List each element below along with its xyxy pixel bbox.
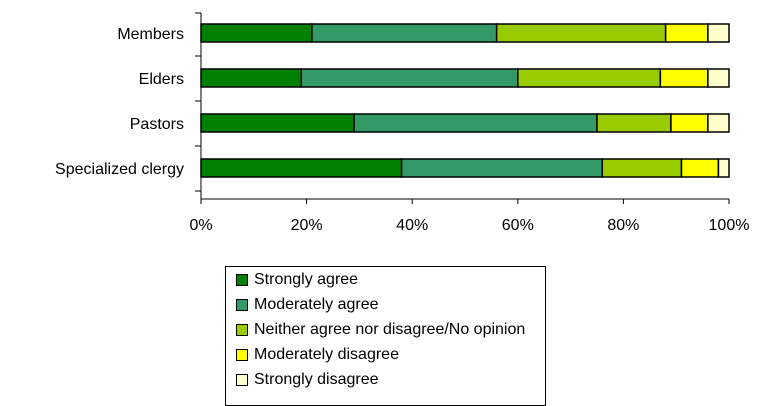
bar-segment [597, 114, 671, 132]
category-label: Pastors [130, 116, 184, 133]
bar-segment [602, 159, 681, 177]
legend-swatch [236, 349, 248, 361]
legend-label: Moderately agree [254, 294, 379, 316]
legend-swatch [236, 374, 248, 386]
x-tick-label: 20% [291, 217, 323, 234]
bar-segment [666, 24, 708, 42]
bar-segment [660, 69, 708, 87]
legend-label: Moderately disagree [254, 344, 399, 366]
category-labels: Members Elders Pastors Specialized clergy [55, 26, 184, 178]
legend-label: Strongly agree [254, 269, 358, 291]
x-tick-label: 80% [607, 217, 639, 234]
legend-label: Strongly disagree [254, 369, 379, 391]
bar-segment [671, 114, 708, 132]
bar-segment [497, 24, 666, 42]
legend-swatch [236, 274, 248, 286]
bar-segment [681, 159, 718, 177]
legend-swatch [236, 324, 248, 336]
x-tick-label: 40% [396, 217, 428, 234]
x-tick-label: 100% [709, 217, 750, 234]
bar-segment [518, 69, 661, 87]
bar-segment [708, 114, 729, 132]
x-tick-label: 0% [189, 217, 212, 234]
category-label: Elders [139, 71, 184, 88]
x-tick-label: 60% [502, 217, 534, 234]
bar-segment [312, 24, 497, 42]
bar-segment [354, 114, 597, 132]
bar-segment [301, 69, 517, 87]
category-label: Members [117, 26, 184, 43]
bar-segment [708, 24, 729, 42]
legend-swatch [236, 299, 248, 311]
bar-segment [201, 69, 301, 87]
bar-segment [708, 69, 729, 87]
x-tick-labels: 0% 20% 40% 60% 80% 100% [189, 217, 749, 234]
bar-segment [201, 159, 402, 177]
category-label: Specialized clergy [55, 161, 184, 178]
chart-legend: Strongly agree Moderately agree Neither … [225, 266, 546, 406]
bar-segment [718, 159, 729, 177]
bars-group [201, 24, 729, 177]
legend-label: Neither agree nor disagree/No opinion [254, 319, 525, 341]
bar-segment [201, 24, 312, 42]
bar-segment [402, 159, 603, 177]
bar-segment [201, 114, 354, 132]
